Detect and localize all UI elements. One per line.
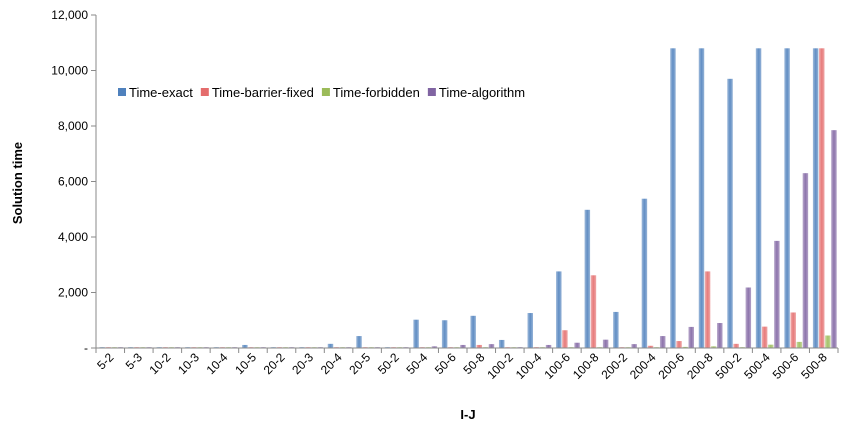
bar-time-algorithm-200-2 <box>631 344 637 348</box>
bar-time-barrier-fixed-500-4 <box>761 326 768 348</box>
x-tick-label: 20-4 <box>318 350 345 377</box>
bar-time-algorithm-500-6 <box>802 173 809 348</box>
x-tick-label: 500-8 <box>798 350 830 382</box>
x-tick-label: 50-6 <box>432 350 459 377</box>
bar-time-exact-500-6 <box>784 48 790 349</box>
legend-label: Time-barrier-fixed <box>212 85 314 100</box>
bar-time-barrier-fixed-100-8 <box>590 275 597 348</box>
bar-time-exact-500-4 <box>755 48 762 349</box>
bar-time-barrier-fixed-200-6 <box>676 341 682 348</box>
x-tick-label: 20-5 <box>346 350 373 377</box>
bar-time-barrier-fixed-500-6 <box>790 312 796 348</box>
bar-time-exact-50-6 <box>441 320 448 348</box>
x-tick-label: 20-3 <box>289 350 316 377</box>
bar-time-forbidden-200-8 <box>710 346 717 348</box>
bar-time-exact-500-8 <box>812 48 819 349</box>
y-tick-label: 6,000 <box>58 175 88 189</box>
bar-time-exact-20-5 <box>356 336 362 348</box>
x-tick-label: 200-2 <box>599 350 631 382</box>
x-tick-label: 200-8 <box>684 350 716 382</box>
bar-time-exact-200-8 <box>698 48 705 349</box>
bar-time-barrier-fixed-500-2 <box>733 343 739 348</box>
legend-swatch-time-exact <box>118 88 126 96</box>
y-tick-label: 12,000 <box>51 8 88 22</box>
bar-time-barrier-fixed-200-8 <box>704 271 711 348</box>
bar-time-algorithm-100-8 <box>602 339 609 348</box>
legend-label: Time-algorithm <box>439 85 525 100</box>
y-axis-title: Solution time <box>10 142 25 224</box>
x-tick-label: 500-4 <box>741 350 773 382</box>
x-tick-label: 50-2 <box>375 350 402 377</box>
bar-time-algorithm-100-6 <box>574 342 580 348</box>
legend-label: Time-exact <box>129 85 193 100</box>
bar-time-exact-20-4 <box>327 343 334 348</box>
x-tick-label: 100-4 <box>513 350 545 382</box>
x-tick-label: 5-3 <box>123 350 145 372</box>
x-tick-label: 50-4 <box>403 350 430 377</box>
x-tick-label: 10-4 <box>204 350 231 377</box>
x-tick-label: 10-3 <box>175 350 202 377</box>
bar-time-exact-10-5 <box>242 344 248 348</box>
y-tick-label: - <box>84 341 88 355</box>
legend-label: Time-forbidden <box>333 85 420 100</box>
x-tick-label: 100-2 <box>484 350 516 382</box>
bar-time-algorithm-50-4 <box>431 346 438 348</box>
bar-time-forbidden-500-6 <box>796 341 803 348</box>
bar-time-algorithm-50-8 <box>488 344 495 348</box>
bar-time-exact-200-6 <box>670 48 676 349</box>
bar-time-exact-100-8 <box>584 209 591 348</box>
y-tick-label: 8,000 <box>58 119 88 133</box>
x-tick-label: 200-6 <box>656 350 688 382</box>
bar-time-exact-50-8 <box>470 315 476 348</box>
x-tick-label: 50-8 <box>461 350 488 377</box>
legend-swatch-time-algorithm <box>427 88 436 96</box>
bar-time-exact-100-4 <box>527 313 533 348</box>
legend: Time-exact Time-barrier-fixed Time-forbidd… <box>118 85 525 100</box>
axes-layer <box>91 14 839 353</box>
bar-time-algorithm-200-8 <box>717 323 723 348</box>
bar-time-algorithm-500-8 <box>831 130 837 348</box>
bar-time-exact-100-6 <box>556 271 562 348</box>
bar-time-forbidden-200-6 <box>682 346 688 348</box>
x-tick-label: 5-2 <box>94 350 116 372</box>
x-tick-label: 20-2 <box>261 350 288 377</box>
bar-time-algorithm-500-2 <box>745 287 752 348</box>
bar-time-exact-500-2 <box>727 78 733 348</box>
bar-time-algorithm-200-6 <box>688 326 694 348</box>
y-tick-label: 4,000 <box>58 230 88 244</box>
bar-time-algorithm-200-4 <box>659 336 666 348</box>
x-tick-label: 100-8 <box>570 350 602 382</box>
bar-time-exact-200-4 <box>641 198 648 348</box>
bar-time-exact-50-4 <box>413 319 419 348</box>
bar-time-forbidden-500-8 <box>825 335 831 348</box>
legend-swatch-time-forbidden <box>321 88 330 96</box>
bar-time-barrier-fixed-100-6 <box>562 330 568 348</box>
bar-time-exact-100-2 <box>498 339 505 348</box>
x-axis-title: I-J <box>460 407 475 422</box>
bar-time-barrier-fixed-50-8 <box>476 344 483 348</box>
x-tick-label: 10-5 <box>232 350 259 377</box>
x-tick-label: 100-6 <box>541 350 573 382</box>
x-tick-label: 200-4 <box>627 350 659 382</box>
bar-time-exact-200-2 <box>613 311 619 348</box>
x-tick-label: 500-6 <box>770 350 802 382</box>
bar-time-barrier-fixed-200-4 <box>647 345 654 348</box>
y-tick-label: 10,000 <box>51 64 88 78</box>
bars-layer <box>99 48 837 349</box>
legend-swatch-time-barrier-fixed <box>200 88 209 96</box>
bar-time-algorithm-100-4 <box>545 344 552 348</box>
bar-time-barrier-fixed-500-8 <box>818 48 825 349</box>
x-tick-label: 10-2 <box>147 350 174 377</box>
bar-time-forbidden-500-4 <box>768 344 774 348</box>
y-tick-label: 2,000 <box>58 286 88 300</box>
bar-time-algorithm-500-4 <box>774 240 780 348</box>
bar-time-algorithm-50-6 <box>460 344 466 348</box>
x-tick-label: 500-2 <box>713 350 745 382</box>
